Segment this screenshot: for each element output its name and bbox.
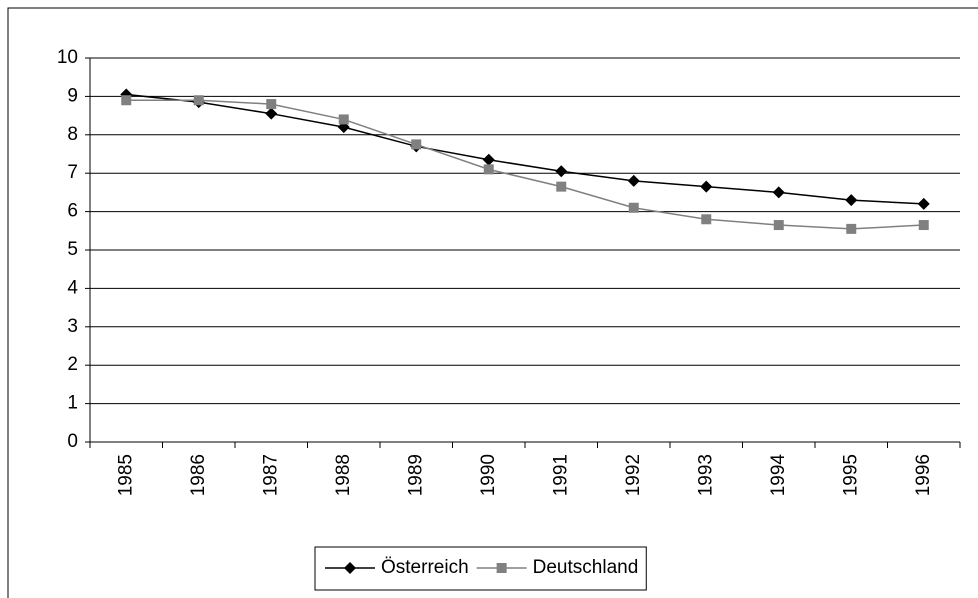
legend-label: Deutschland [533, 557, 639, 578]
square-marker [121, 95, 132, 106]
x-tick-label: 1994 [768, 454, 789, 497]
diamond-marker [482, 153, 495, 166]
x-tick-label: 1989 [405, 454, 426, 496]
y-tick-label: 3 [67, 316, 78, 337]
diamond-marker [344, 562, 356, 574]
y-tick-label: 5 [67, 239, 78, 260]
x-tick-label: 1986 [188, 454, 209, 496]
y-tick-label: 2 [67, 354, 78, 375]
diamond-marker [700, 180, 713, 193]
diamond-marker [917, 197, 930, 210]
square-marker [411, 139, 422, 150]
x-tick-label: 1996 [913, 454, 934, 496]
legend-label: Österreich [381, 557, 469, 578]
chart-frame [7, 7, 978, 598]
x-tick-label: 1993 [695, 454, 716, 496]
x-tick-label: 1995 [840, 454, 861, 496]
x-tick-label: 1988 [333, 454, 354, 496]
legend: Österreich Deutschland [314, 546, 647, 591]
y-tick-label: 7 [67, 162, 78, 183]
square-marker [846, 223, 857, 234]
square-marker [483, 164, 494, 175]
square-marker [918, 220, 929, 231]
diamond-marker [265, 107, 278, 120]
y-tick-label: 1 [67, 393, 78, 414]
series-line [126, 93, 924, 205]
y-tick-label: 4 [67, 277, 78, 298]
square-marker [338, 114, 349, 125]
y-tick-label: 6 [67, 201, 78, 222]
diamond-marker [845, 194, 858, 207]
diamond-marker [772, 186, 785, 199]
diamond-marker [627, 174, 640, 187]
y-tick-label: 9 [67, 85, 78, 106]
square-marker [193, 95, 204, 106]
square-marker [773, 220, 784, 231]
x-tick-label: 1987 [260, 454, 281, 496]
square-marker [628, 202, 639, 213]
square-marker [496, 563, 507, 573]
x-tick-label: 1992 [623, 454, 644, 496]
square-marker [556, 181, 567, 192]
y-tick-label: 0 [67, 431, 78, 452]
square-marker [266, 99, 277, 110]
y-tick-label: 8 [67, 124, 78, 145]
series-line [126, 99, 924, 230]
x-tick-label: 1985 [115, 454, 136, 496]
x-tick-label: 1990 [478, 454, 499, 496]
x-tick-label: 1991 [550, 454, 571, 496]
square-marker [701, 214, 712, 225]
diamond-marker [555, 165, 568, 178]
y-tick-label: 10 [57, 47, 78, 68]
